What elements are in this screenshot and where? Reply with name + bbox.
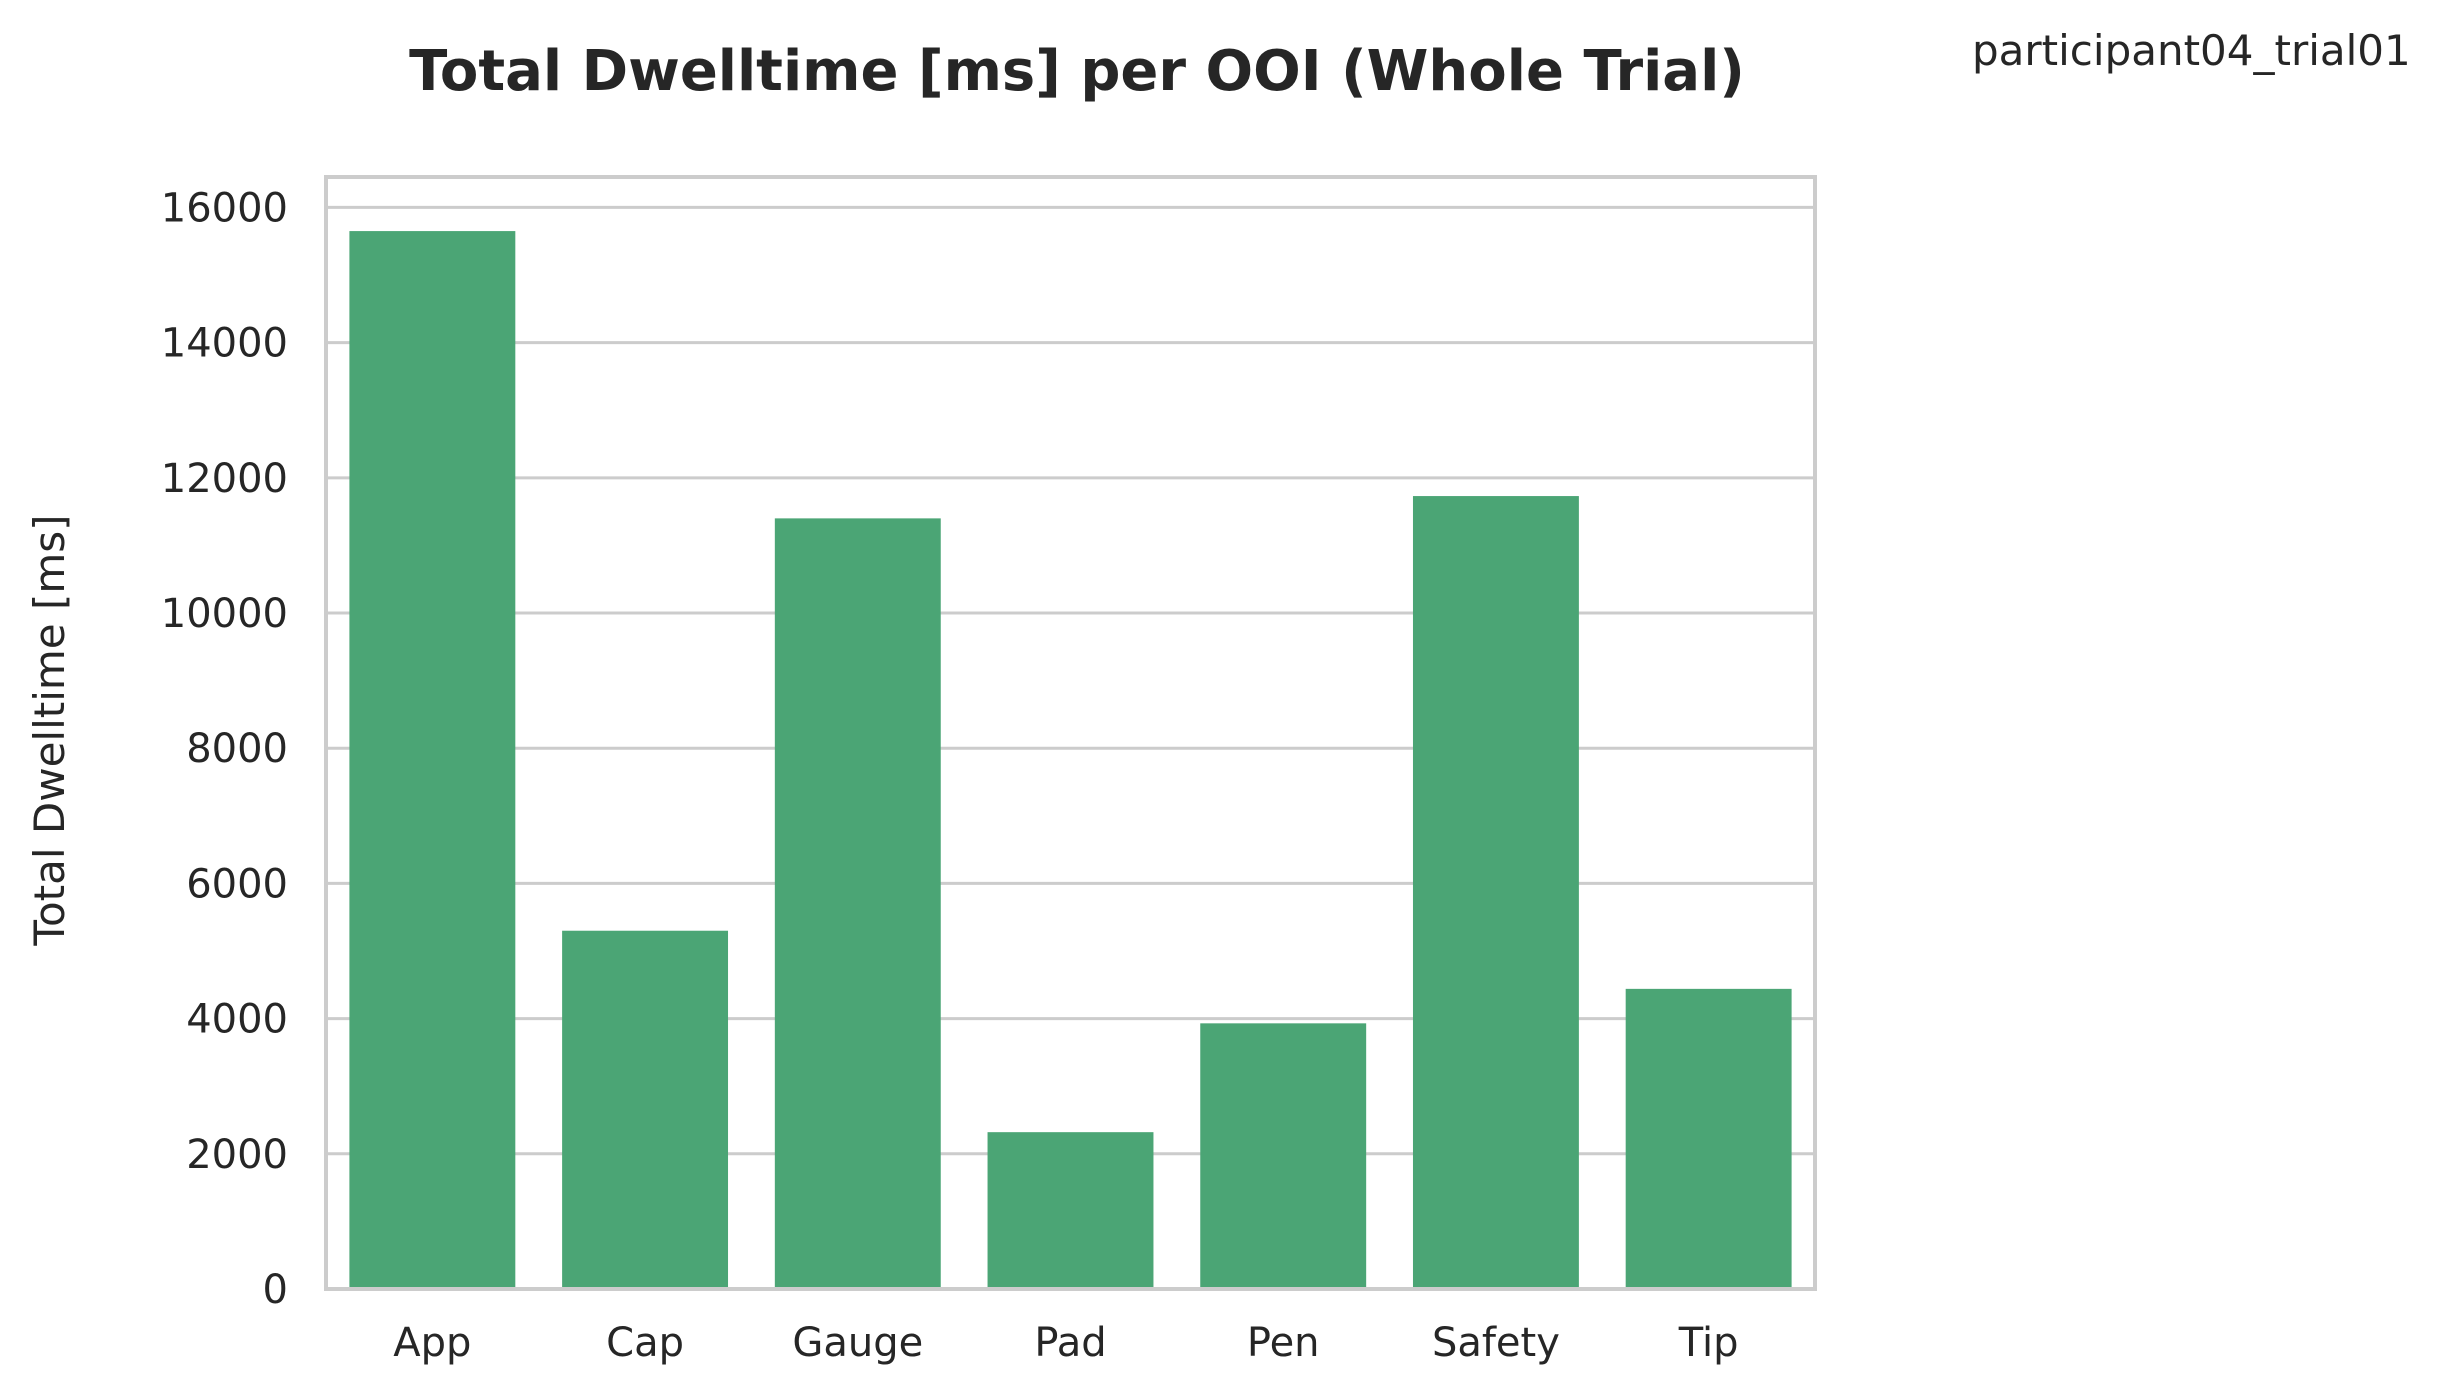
- bar-pen: [1200, 1023, 1367, 1289]
- bar-cap: [562, 930, 729, 1289]
- y-axis-label: Total Dwelltime [ms]: [25, 514, 74, 946]
- y-tick-label: 0: [263, 1267, 288, 1313]
- chart-title: Total Dwelltime [ms] per OOI (Whole Tria…: [409, 39, 1745, 104]
- x-tick-label: Tip: [1678, 1320, 1739, 1366]
- y-tick-label: 6000: [186, 861, 288, 907]
- x-tick-label: Safety: [1432, 1320, 1560, 1366]
- x-tick-label: Pad: [1034, 1320, 1106, 1366]
- x-tick-label: Gauge: [792, 1320, 923, 1366]
- x-tick-labels: App Cap Gauge Pad Pen Safety Tip: [393, 1320, 1738, 1366]
- y-tick-label: 14000: [161, 321, 288, 367]
- bar-app: [349, 231, 516, 1290]
- bar-tip: [1625, 988, 1792, 1289]
- bar-safety: [1412, 496, 1579, 1289]
- y-tick-label: 8000: [186, 726, 288, 772]
- x-tick-label: App: [393, 1320, 471, 1366]
- y-tick-label: 4000: [186, 997, 288, 1043]
- x-tick-label: Pen: [1247, 1320, 1320, 1366]
- y-tick-label: 16000: [161, 185, 288, 231]
- y-tick-labels: 0 2000 4000 6000 8000 10000 12000 14000 16000: [161, 185, 288, 1313]
- plot-frame: [324, 175, 1817, 1291]
- bar-pad: [987, 1132, 1154, 1289]
- bar-gauge: [774, 518, 941, 1289]
- gridlines: [326, 205, 1815, 1291]
- x-tick-label: Cap: [606, 1320, 684, 1366]
- bars: [349, 231, 1792, 1290]
- y-tick-label: 12000: [161, 456, 288, 502]
- y-tick-label: 2000: [186, 1132, 288, 1178]
- participant-trial-label: participant04_trial01: [1972, 26, 2411, 75]
- y-tick-label: 10000: [161, 591, 288, 637]
